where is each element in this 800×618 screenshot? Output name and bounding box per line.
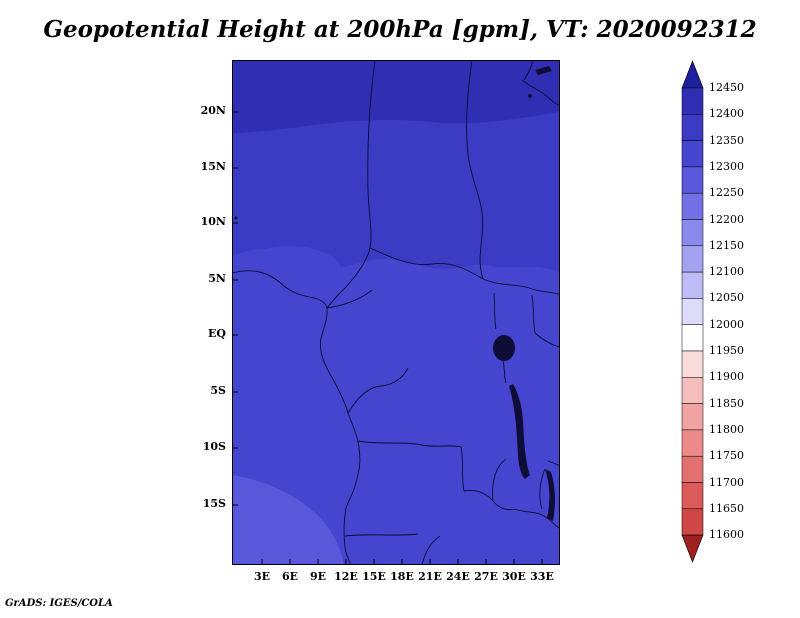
colorbar-segment: [681, 140, 704, 168]
colorbar-label: 11950: [709, 344, 744, 357]
map-plot: [232, 60, 560, 565]
colorbar: [681, 60, 704, 563]
colorbar-segment: [681, 87, 704, 115]
colorbar-label: 12450: [709, 81, 744, 94]
fill-coast-patch: [238, 246, 342, 298]
lake-tanganyika: [509, 384, 530, 479]
lat-label: 15S: [202, 497, 226, 510]
colorbar-segment: [681, 192, 704, 220]
colorbar-segment: [681, 114, 704, 141]
border-path: [326, 289, 373, 309]
colorbar-label: 12300: [709, 160, 744, 173]
colorbar-segment: [681, 350, 704, 378]
fill-top-band: [232, 60, 560, 134]
colorbar-label: 12000: [709, 318, 744, 331]
colorbar-segment: [681, 219, 704, 247]
border-path: [493, 292, 497, 330]
lat-label: EQ: [208, 327, 226, 340]
colorbar-label: 11800: [709, 423, 744, 436]
border-path: [492, 458, 507, 502]
colorbar-segment: [681, 324, 704, 352]
lake-malawi: [545, 469, 556, 521]
colorbar-segment: [681, 508, 704, 536]
lon-label: 12E: [334, 570, 358, 583]
water-dot-ne: [528, 94, 532, 98]
colorbar-segment: [681, 245, 704, 273]
border-path: [344, 533, 419, 537]
colorbar-label: 12100: [709, 265, 744, 278]
lon-label: 15E: [362, 570, 386, 583]
chart-title: Geopotential Height at 200hPa [gpm], VT:…: [43, 16, 757, 43]
border-path: [482, 278, 560, 296]
colorbar-segment: [681, 429, 704, 457]
lat-label: 5S: [210, 384, 226, 397]
colorbar-label: 12150: [709, 239, 744, 252]
fill-southwest-patch: [232, 475, 344, 565]
lon-label: 27E: [474, 570, 498, 583]
lon-label: 3E: [253, 570, 271, 583]
lat-label: 15N: [200, 160, 226, 173]
lat-label: 10S: [202, 440, 226, 453]
lat-label: 20N: [200, 104, 226, 117]
lon-label: 21E: [418, 570, 442, 583]
colorbar-label: 11900: [709, 370, 744, 383]
y-axis-ticks: [232, 111, 238, 506]
border-path: [421, 535, 441, 565]
colorbar-label: 12200: [709, 213, 744, 226]
colorbar-label: 11850: [709, 397, 744, 410]
colorbar-label: 12250: [709, 186, 744, 199]
lon-label: 24E: [446, 570, 470, 583]
border-path: [534, 332, 560, 348]
colorbar-label: 11750: [709, 449, 744, 462]
colorbar-arrow-low: [681, 534, 704, 563]
border-path: [523, 60, 534, 81]
colorbar-arrow-high: [681, 60, 704, 89]
colorbar-segment: [681, 271, 704, 299]
map-frame: [232, 60, 560, 565]
lon-label: 9E: [309, 570, 327, 583]
border-path: [513, 508, 560, 530]
colorbar-segment: [681, 482, 704, 510]
colorbar-label: 11600: [709, 528, 744, 541]
coastline: [232, 270, 361, 565]
colorbar-segment: [681, 403, 704, 431]
colorbar-segment: [681, 455, 704, 483]
colorbar-segment: [681, 377, 704, 404]
water-dot-w: [234, 216, 238, 220]
border-path: [502, 360, 507, 384]
fill-regions: [232, 60, 560, 565]
border-path: [326, 60, 376, 309]
grads-attribution: GrADS: IGES/COLA: [5, 598, 113, 609]
lon-label: 18E: [390, 570, 414, 583]
lat-label: 10N: [200, 215, 226, 228]
x-axis-ticks: [261, 559, 543, 565]
border-path: [531, 294, 536, 334]
border-path: [357, 440, 465, 492]
lat-label: 5N: [208, 272, 226, 285]
lakes: [234, 66, 556, 521]
border-path: [347, 367, 409, 414]
country-borders: [232, 60, 560, 565]
colorbar-label: 12350: [709, 134, 744, 147]
lon-label: 33E: [530, 570, 554, 583]
colorbar-label: 12050: [709, 291, 744, 304]
border-path: [369, 247, 484, 280]
colorbar-segment: [681, 166, 704, 194]
border-path: [539, 468, 546, 510]
lon-label: 6E: [281, 570, 299, 583]
axis-ticks: [232, 111, 543, 565]
colorbar-label: 12400: [709, 107, 744, 120]
border-path: [466, 60, 484, 280]
colorbar-label: 11700: [709, 476, 744, 489]
border-path: [521, 79, 560, 106]
lake-victoria: [493, 335, 515, 361]
colorbar-label: 11650: [709, 502, 744, 515]
colorbar-segment: [681, 298, 704, 325]
lon-label: 30E: [502, 570, 526, 583]
water-mark-ne: [535, 66, 552, 75]
